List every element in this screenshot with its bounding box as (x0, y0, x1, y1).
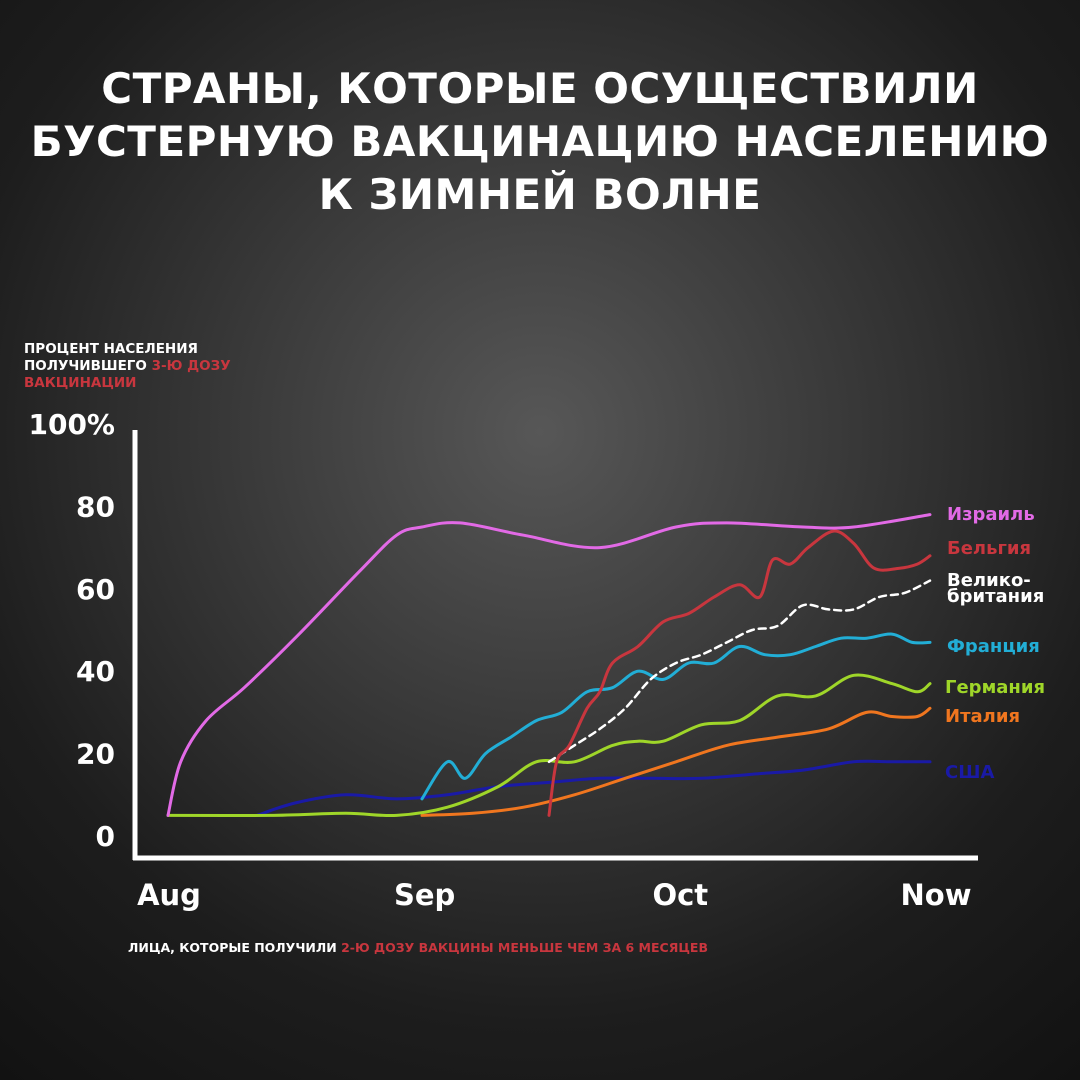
series-label: Германия (945, 677, 1045, 698)
series-label: Франция (947, 636, 1040, 657)
series-line-сша (255, 759, 932, 817)
y-tick-label: 40 (76, 655, 115, 688)
title-line-1: СТРАНЫ, КОТОРЫЕ ОСУЩЕСТВИЛИ (101, 64, 979, 113)
y-axis-label-line-2-highlight: 3-Ю ДОЗУ (151, 358, 231, 374)
x-tick-label: Aug (137, 878, 201, 912)
y-tick-label: 100% (28, 408, 115, 441)
y-tick-label: 80 (76, 490, 115, 523)
series-line-италия (420, 706, 932, 817)
series-label: Бельгия (947, 538, 1031, 559)
series-line-израиль (166, 513, 932, 817)
x-tick-label: Sep (394, 878, 455, 912)
x-tick-label: Oct (652, 878, 708, 912)
footnote-highlight: 2-Ю ДОЗУ ВАКЦИНЫ МЕНЬШЕ ЧЕМ ЗА 6 МЕСЯЦЕВ (341, 940, 709, 955)
series-line-бельгия (547, 529, 932, 817)
series-label: Италия (945, 706, 1020, 727)
series-line-франция (420, 632, 932, 801)
y-axis-label-line-1: ПРОЦЕНТ НАСЕЛЕНИЯ (24, 341, 198, 357)
series-line-германия (166, 673, 932, 818)
x-tick-label: Now (901, 878, 972, 912)
y-tick-label: 0 (96, 820, 115, 853)
series-label: Велико- (947, 570, 1031, 591)
footnote-text: ЛИЦА, КОТОРЫЕ ПОЛУЧИЛИ (128, 940, 342, 955)
series-label: британия (947, 586, 1044, 607)
series-label: Израиль (947, 504, 1035, 525)
y-axis-label-line-2: ПОЛУЧИВШЕГО (24, 358, 152, 374)
footnote: ЛИЦА, КОТОРЫЕ ПОЛУЧИЛИ 2-Ю ДОЗУ ВАКЦИНЫ … (128, 940, 708, 955)
series-label: США (945, 762, 994, 783)
y-axis-label-line-3-highlight: ВАКЦИНАЦИИ (24, 375, 137, 391)
y-tick-label: 20 (76, 738, 115, 771)
series-line-велико-британия (547, 579, 932, 764)
title-line-3: К ЗИМНЕЙ ВОЛНЕ (318, 170, 762, 219)
title-line-2: БУСТЕРНУЮ ВАКЦИНАЦИЮ НАСЕЛЕНИЮ (30, 117, 1050, 166)
y-tick-label: 60 (76, 573, 115, 606)
y-axis-label: ПРОЦЕНТ НАСЕЛЕНИЯ ПОЛУЧИВШЕГО 3-Ю ДОЗУ В… (24, 341, 264, 392)
chart-title: СТРАНЫ, КОТОРЫЕ ОСУЩЕСТВИЛИ БУСТЕРНУЮ ВА… (20, 62, 1060, 221)
